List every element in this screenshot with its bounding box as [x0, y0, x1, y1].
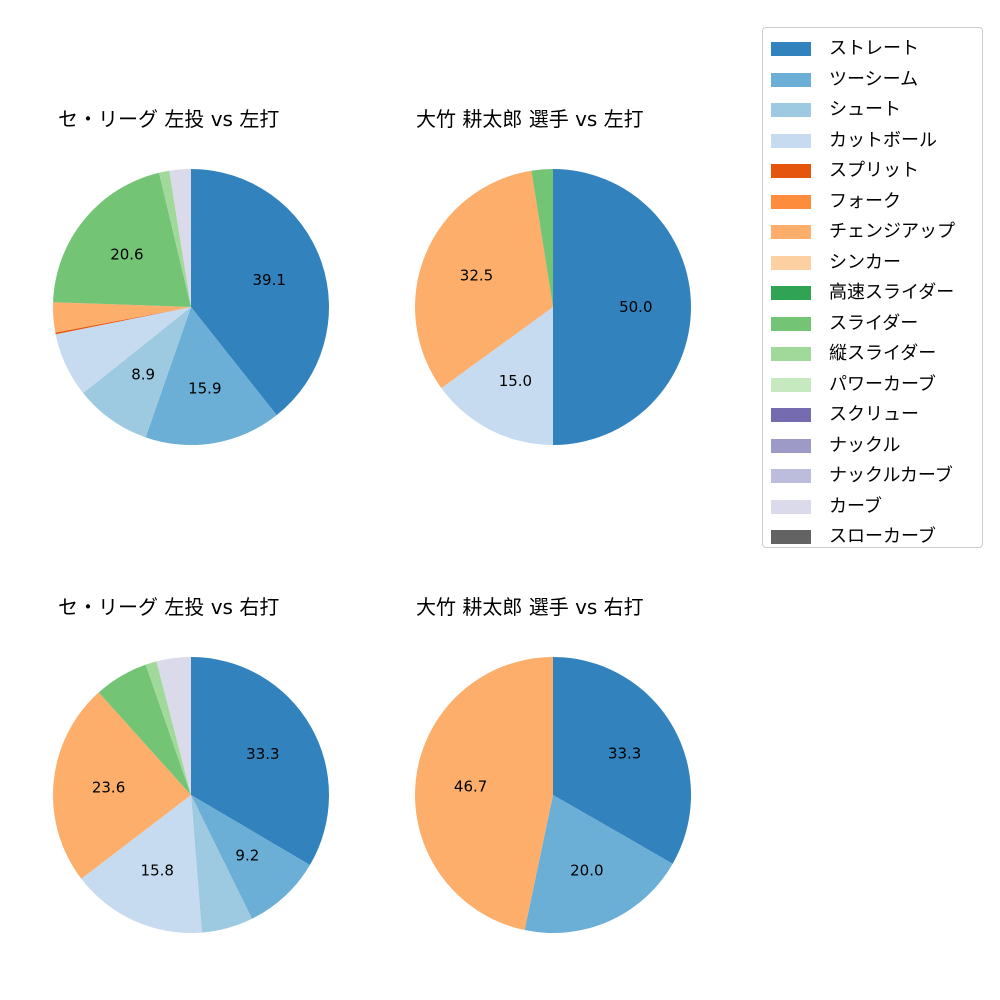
legend-label: ストレート [829, 38, 919, 59]
legend-swatch [771, 316, 811, 331]
legend-label: スローカーブ [829, 526, 936, 547]
pie-2-slice-3 [415, 170, 553, 389]
pie-3-slice-5 [52, 692, 192, 879]
legend-label: 縦スライダー [829, 343, 937, 364]
legend-label: スプリット [829, 160, 919, 181]
pie-3-slice-1 [191, 657, 330, 865]
pie-4-data-label-1: 33.3 [608, 745, 641, 763]
pie-1-slice-5 [55, 307, 191, 335]
pie-1-slice-2 [145, 307, 277, 445]
pie-1-data-label-1: 39.1 [252, 271, 285, 289]
legend-swatch [771, 225, 811, 239]
legend-label: ツーシーム [829, 68, 919, 90]
pie-2-data-label-3: 32.5 [460, 266, 493, 284]
legend-swatch [771, 377, 811, 392]
pie-2: 50.0 15.0 32.5 [415, 169, 691, 445]
legend-swatch [771, 133, 811, 148]
legend-swatch [771, 408, 811, 422]
pie-2-slice-1 [553, 169, 691, 445]
pie-1-data-label-7: 20.6 [110, 246, 143, 264]
pie-2-data-label-2: 15.0 [499, 372, 532, 390]
legend-label: シンカー [829, 251, 901, 273]
legend-swatch [771, 164, 811, 178]
pie-4: 33.3 20.0 46.7 [415, 657, 692, 933]
legend-swatch [771, 103, 811, 117]
pie-1-slice-8 [159, 170, 191, 307]
legend-swatch [771, 42, 811, 56]
pie-1-slice-7 [53, 172, 191, 307]
pie-1-slice-3 [83, 307, 191, 438]
pie-3-data-label-4: 15.8 [141, 862, 174, 880]
pie-title-1: セ・リーグ 左投 vs 左打 [58, 107, 280, 131]
pie-1: 39.1 15.9 8.9 20.6 [52, 169, 329, 445]
legend-swatch [771, 469, 811, 483]
legend-swatch [771, 347, 811, 361]
legend-swatch [771, 286, 811, 300]
legend-label: フォーク [829, 190, 901, 212]
legend-label: パワーカーブ [829, 373, 936, 395]
pie-3-slice-4 [81, 795, 202, 933]
pie-1-data-label-3: 8.9 [131, 366, 155, 384]
pie-4-slice-1 [553, 657, 692, 864]
pie-2-slice-4 [531, 169, 553, 307]
pie-title-3: セ・リーグ 左投 vs 右打 [58, 595, 280, 619]
legend-label: スライダー [829, 312, 919, 334]
pie-3-data-label-5: 23.6 [92, 778, 125, 796]
pie-2-slice-2 [441, 307, 553, 445]
legend-swatch [771, 499, 811, 514]
pie-4-slice-3 [415, 657, 553, 931]
pie-title-4: 大竹 耕太郎 選手 vs 右打 [416, 595, 644, 619]
legend-swatch [771, 530, 811, 544]
pie-4-data-label-3: 46.7 [454, 777, 487, 795]
legend-swatch [771, 194, 811, 209]
legend-swatch [771, 72, 811, 87]
legend-label: チェンジアップ [829, 221, 955, 242]
legend-label: カーブ [829, 495, 882, 517]
pie-3: 33.3 9.2 15.8 23.6 [52, 657, 330, 933]
pie-2-data-label-1: 50.0 [619, 298, 652, 316]
pie-3-slice-8 [156, 657, 191, 795]
pie-3-slice-7 [145, 661, 191, 795]
legend: ストレートツーシームシュートカットボール スプリットフォークチェンジアップ シンカー… [762, 27, 983, 548]
legend-label: カットボール [829, 129, 937, 151]
pie-1-slice-9 [169, 169, 191, 307]
legend-label: ナックルカーブ [829, 465, 953, 486]
pie-3-data-label-2: 9.2 [235, 847, 259, 865]
pie-3-slice-3 [191, 795, 252, 933]
pie-1-slice-6 [52, 302, 191, 333]
pie-1-slice-1 [191, 169, 329, 416]
legend-label: 高速スライダー [829, 282, 955, 303]
pie-1-data-label-2: 15.9 [188, 380, 221, 398]
legend-label: スクリュー [829, 404, 919, 425]
pie-4-slice-2 [524, 795, 673, 933]
pie-title-2: 大竹 耕太郎 選手 vs 左打 [416, 107, 644, 131]
pie-4-data-label-2: 20.0 [570, 862, 603, 880]
legend-swatch [771, 255, 811, 270]
legend-swatch [771, 438, 811, 453]
legend-label: シュート [829, 99, 901, 120]
pie-1-slice-4 [55, 307, 192, 394]
pie-3-data-label-1: 33.3 [246, 745, 279, 763]
pie-3-slice-2 [191, 795, 310, 919]
pie-3-slice-6 [98, 664, 191, 795]
legend-label: ナックル [829, 434, 901, 456]
